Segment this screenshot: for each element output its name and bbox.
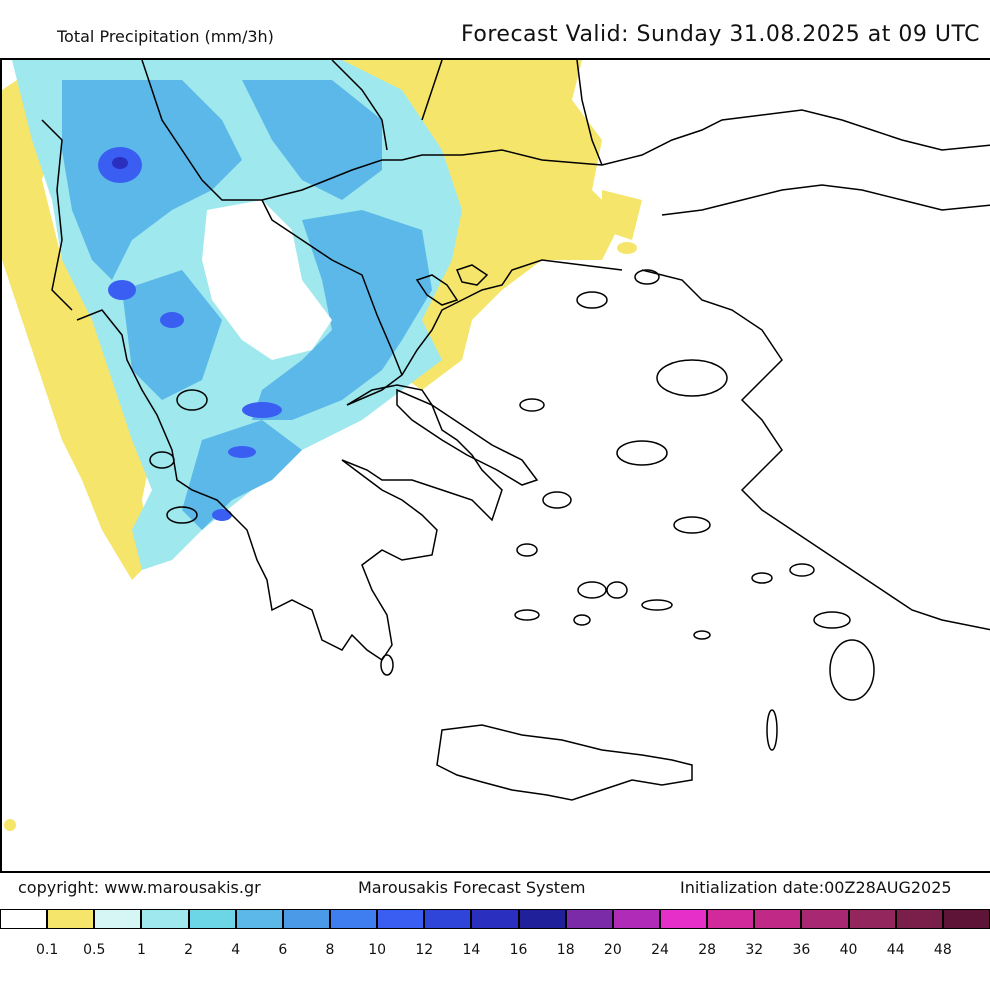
- legend-label: 28: [698, 942, 717, 958]
- coastlines: [41, 60, 990, 801]
- legend-label: 32: [745, 942, 764, 958]
- legend-swatch: [377, 909, 425, 929]
- legend-swatch: [94, 909, 142, 929]
- legend-label: 20: [603, 942, 622, 958]
- legend-label: 8: [325, 942, 335, 958]
- legend-swatch: [707, 909, 755, 929]
- legend-swatch: [848, 909, 896, 929]
- precip-blue-medium: [62, 80, 432, 530]
- legend-label: 4: [231, 942, 241, 958]
- map-canvas: [2, 60, 990, 831]
- legend-label: 2: [184, 942, 194, 958]
- color-legend: [0, 909, 990, 931]
- legend-swatch: [518, 909, 566, 929]
- legend-swatch: [141, 909, 189, 929]
- legend-swatch: [895, 909, 943, 929]
- legend-swatch: [801, 909, 849, 929]
- legend-label: 44: [886, 942, 905, 958]
- legend-swatch: [471, 909, 519, 929]
- legend-swatch: [282, 909, 330, 929]
- legend-label: 18: [556, 942, 575, 958]
- legend-labels: 0.1 0.5 1 2 4 6 8 10 12 14 16 18 20 24 28 32 36 40 44 48: [0, 942, 990, 962]
- legend-swatch: [424, 909, 472, 929]
- legend-swatch: [188, 909, 236, 929]
- legend-swatch: [0, 909, 48, 929]
- init-date: Initialization date:00Z28AUG2025: [680, 878, 952, 897]
- forecast-valid-label: Forecast Valid: Sunday 31.08.2025 at 09 …: [461, 22, 980, 47]
- map-title: Total Precipitation (mm/3h): [57, 27, 274, 46]
- legend-label: 1: [136, 942, 146, 958]
- legend-swatch: [612, 909, 660, 929]
- precip-core: [112, 157, 128, 169]
- legend-label: 0.5: [83, 942, 106, 958]
- legend-label: 10: [368, 942, 387, 958]
- legend-label: 40: [839, 942, 858, 958]
- legend-swatch: [565, 909, 613, 929]
- header: Total Precipitation (mm/3h) Forecast Val…: [0, 0, 990, 58]
- legend-label: 48: [933, 942, 952, 958]
- legend-swatch: [235, 909, 283, 929]
- legend-label: 14: [462, 942, 481, 958]
- copyright-text: copyright: www.marousakis.gr: [18, 878, 261, 897]
- precipitation-map: [0, 58, 990, 873]
- legend-swatch: [942, 909, 990, 929]
- legend-label: 24: [651, 942, 669, 958]
- legend-swatch: [329, 909, 378, 929]
- legend-label: 12: [415, 942, 434, 958]
- precip-none-zone: [202, 200, 332, 360]
- legend-label: 6: [278, 942, 288, 958]
- legend-label: 36: [792, 942, 811, 958]
- footer: copyright: www.marousakis.gr Marousakis …: [0, 873, 990, 903]
- legend-label: 16: [509, 942, 528, 958]
- legend-swatch: [754, 909, 802, 929]
- system-name: Marousakis Forecast System: [358, 878, 586, 897]
- legend-swatch: [47, 909, 95, 929]
- legend-label: 0.1: [36, 942, 59, 958]
- legend-swatch: [659, 909, 708, 929]
